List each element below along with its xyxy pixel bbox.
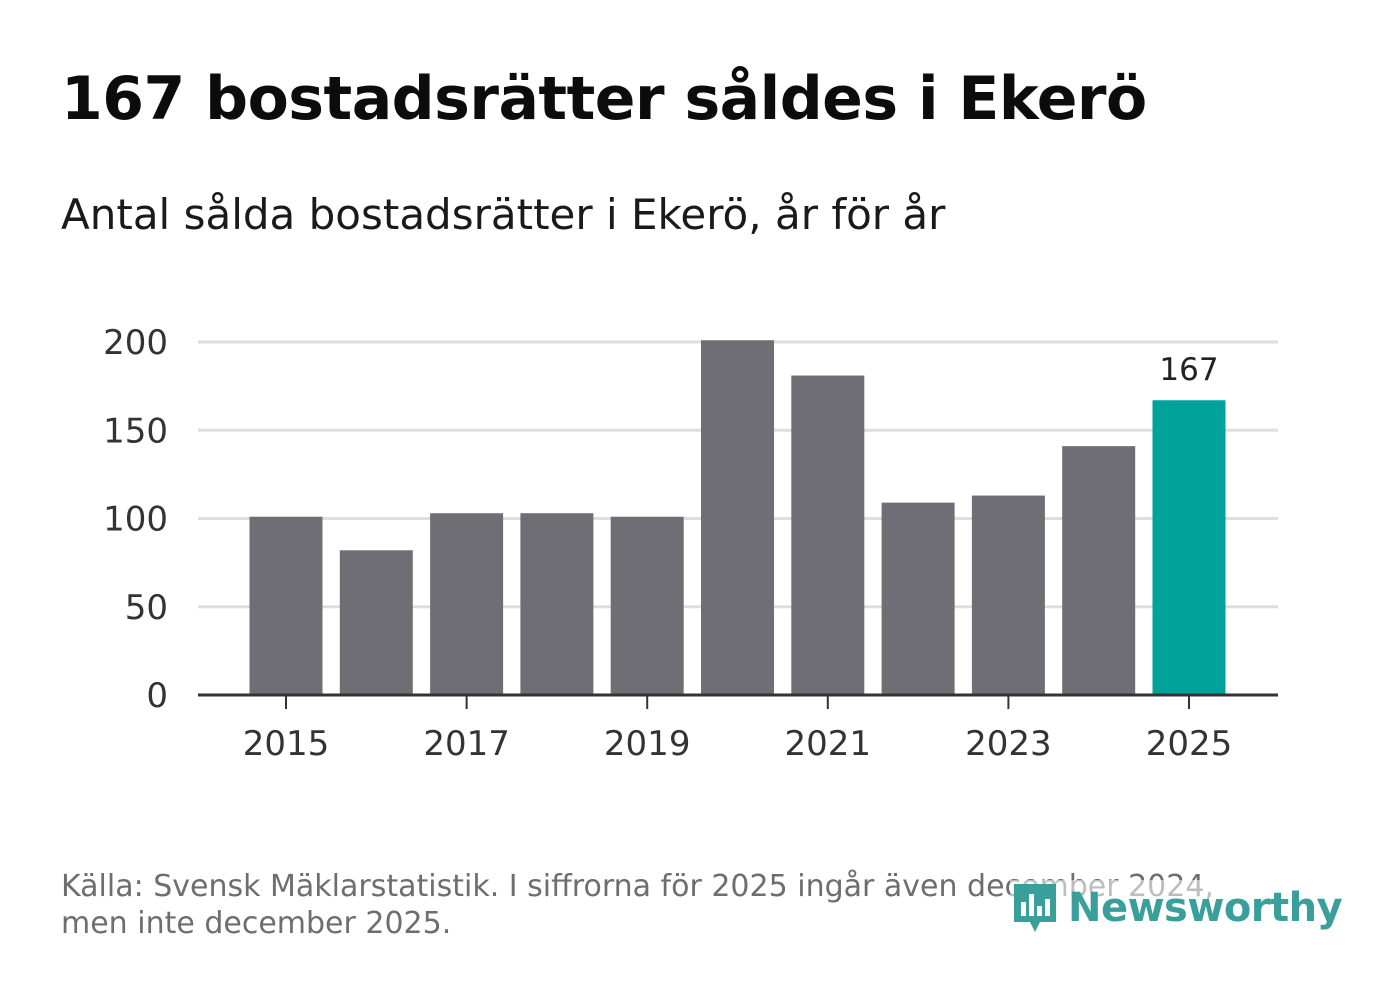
bar-2021: [791, 375, 865, 695]
newsworthy-logo-text: Newsworthy: [1068, 885, 1343, 931]
bar-2023: [971, 495, 1045, 695]
data-label-2025: 167: [1159, 352, 1218, 388]
x-tick-label-2017: 2017: [423, 724, 510, 764]
x-axis-tick-labels: 2015 2017 2019 2021 2023 2025: [243, 724, 1233, 764]
x-tick-label-2015: 2015: [243, 724, 330, 764]
x-tick-label-2025: 2025: [1146, 724, 1233, 764]
bar-2015: [249, 516, 323, 695]
x-tick-label-2019: 2019: [604, 724, 691, 764]
bar-2022: [881, 502, 955, 695]
bar-2024: [1062, 446, 1136, 695]
source-note-line-2: men inte december 2025.: [61, 906, 452, 941]
bar-chart: 0 50 100 150 200 2015 2017 2019 2021 2023 2025 16…: [103, 323, 1278, 764]
chart-subtitle: Antal sålda bostadsrätter i Ekerö, år fö…: [61, 190, 946, 239]
x-tick-label-2021: 2021: [785, 724, 872, 764]
bar-2019: [610, 516, 684, 695]
y-axis-tick-labels: 0 50 100 150 200: [103, 323, 168, 716]
y-tick-label-50: 50: [125, 588, 168, 628]
bar-2018: [520, 513, 594, 695]
x-tick-label-2023: 2023: [965, 724, 1052, 764]
x-axis: [198, 693, 1278, 709]
y-tick-label-0: 0: [146, 676, 168, 716]
bar-2016: [339, 550, 413, 695]
y-tick-label-150: 150: [103, 411, 168, 451]
data-labels: 167: [1159, 352, 1218, 388]
y-tick-label-200: 200: [103, 323, 168, 363]
bar-2025: [1152, 400, 1226, 695]
newsworthy-logo-icon: [1014, 884, 1056, 932]
chart-title: 167 bostadsrätter såldes i Ekerö: [61, 64, 1147, 134]
y-tick-label-100: 100: [103, 500, 168, 540]
bars: [249, 340, 1226, 695]
bar-2020: [701, 340, 774, 695]
newsworthy-logo: Newsworthy: [1010, 880, 1343, 936]
bar-2017: [430, 513, 504, 695]
